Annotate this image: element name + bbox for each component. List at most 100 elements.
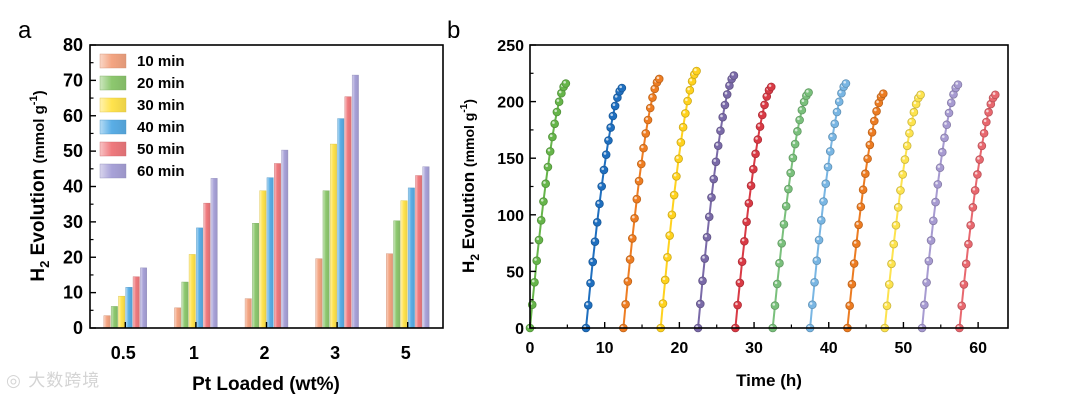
cycle-point-highlight xyxy=(669,212,673,215)
cycle-point-highlight xyxy=(968,222,971,226)
cycle-point-highlight xyxy=(702,256,705,259)
cycle-9-point xyxy=(863,154,872,164)
bar-30min-2 xyxy=(259,190,267,329)
cycle-8-line xyxy=(809,82,847,329)
cycle-point-highlight xyxy=(843,80,847,84)
cycle-point-highlight xyxy=(862,171,866,174)
cycle-point-highlight xyxy=(697,301,701,305)
cycle-4-point xyxy=(672,172,681,181)
cycle-9-point xyxy=(852,239,861,249)
cycle-point-highlight xyxy=(874,108,877,112)
cycle-1-point xyxy=(539,197,548,206)
cycle-5-point xyxy=(698,276,707,286)
cycle-7-point xyxy=(797,105,807,115)
cycle-10-point xyxy=(905,128,914,138)
cycle-point-highlight xyxy=(930,218,934,221)
cycle-point-highlight xyxy=(825,164,829,168)
panel-a-x-tick-label: 0.5 xyxy=(111,343,136,363)
bar-10min-2 xyxy=(244,298,252,329)
cycle-11-point xyxy=(946,98,956,108)
cycle-11-point xyxy=(953,80,963,89)
cycle-point-highlight xyxy=(792,141,796,145)
cycle-point-highlight xyxy=(643,130,646,134)
bar-60min-0.5 xyxy=(140,267,147,329)
cycle-point-highlight xyxy=(673,173,677,177)
panel-a-x-axis-title: Pt Loaded (wt%) xyxy=(192,374,340,395)
cycle-6-point xyxy=(753,135,763,144)
cycle-1-point xyxy=(541,179,550,189)
cycle-point-highlight xyxy=(933,199,936,203)
legend-label: 60 min xyxy=(137,163,185,180)
cycle-5-point xyxy=(707,193,716,202)
cycle-9-point xyxy=(845,301,854,310)
cycle-8-point xyxy=(816,215,826,225)
cycle-point-highlight xyxy=(682,110,686,114)
cycle-point-highlight xyxy=(590,259,593,263)
bar-20min-5 xyxy=(393,220,401,329)
cycle-1-point xyxy=(534,235,544,245)
cycle-point-highlight xyxy=(645,117,649,121)
cycle-point-highlight xyxy=(838,90,842,94)
panel-b-y-tick-label: 150 xyxy=(497,151,524,168)
cycle-9-point xyxy=(858,185,868,195)
cycle-11-point xyxy=(929,216,938,226)
panel-a-y-tick-label: 70 xyxy=(63,70,83,90)
cycle-point-highlight xyxy=(762,102,765,105)
cycle-8-point xyxy=(828,132,837,142)
cycle-2-point xyxy=(599,165,609,175)
cycle-point-highlight xyxy=(536,237,540,241)
cycle-point-highlight xyxy=(772,303,776,306)
cycle-8-point xyxy=(812,256,822,266)
panel-a-y-tick-label: 10 xyxy=(63,283,83,303)
panel-b-x-tick-label: 0 xyxy=(526,340,535,357)
cycle-8-point xyxy=(825,147,835,156)
cycle-1-point xyxy=(548,132,557,142)
cycle-point-highlight xyxy=(638,161,642,165)
cycle-point-highlight xyxy=(959,303,962,306)
cycle-point-highlight xyxy=(678,139,681,143)
cycle-point-highlight xyxy=(924,279,927,283)
legend-swatch xyxy=(99,141,127,157)
cycle-8-point xyxy=(814,235,824,245)
legend-label: 40 min xyxy=(137,119,185,136)
cycle-point-highlight xyxy=(977,157,980,160)
bar-60min-3 xyxy=(351,74,359,329)
cycle-point-highlight xyxy=(746,200,749,204)
cycle-5-point xyxy=(713,141,723,150)
cycle-point-highlight xyxy=(706,214,710,217)
cycle-1-point xyxy=(536,215,546,225)
cycle-3-point xyxy=(632,194,642,204)
cycle-point-highlight xyxy=(911,109,914,113)
cycle-3-point xyxy=(636,159,646,169)
cycle-10-point xyxy=(889,239,899,249)
cycle-point-highlight xyxy=(972,187,976,191)
cycle-7-point xyxy=(772,279,782,289)
cycle-point-highlight xyxy=(632,215,635,219)
cycle-point-highlight xyxy=(601,167,605,171)
cycle-12-point xyxy=(959,280,969,289)
cycle-point-highlight xyxy=(909,119,912,123)
cycle-point-highlight xyxy=(594,219,598,223)
cycle-2-point xyxy=(595,199,604,209)
panel-b-x-tick-label: 20 xyxy=(670,340,688,357)
cycle-point-highlight xyxy=(928,237,932,241)
cycle-point-highlight xyxy=(814,258,817,261)
cycle-7-point xyxy=(779,219,789,229)
cycle-6-point xyxy=(751,149,760,159)
cycle-2-point xyxy=(583,300,593,310)
cycle-point-highlight xyxy=(888,261,892,264)
cycle-point-highlight xyxy=(790,155,793,159)
cycle-7-point xyxy=(781,201,791,211)
cycle-5-point xyxy=(720,100,730,110)
cycle-point-highlight xyxy=(625,278,628,282)
panel-b-x-tick-label: 40 xyxy=(820,340,838,357)
cycle-7-point xyxy=(784,184,793,194)
cycle-6-point xyxy=(744,198,754,208)
cycle-point-highlight xyxy=(715,143,719,146)
cycle-point-highlight xyxy=(955,82,959,85)
legend-swatch xyxy=(99,163,127,179)
cycle-point-highlight xyxy=(918,92,921,95)
cycle-6-point xyxy=(733,300,742,310)
cycle-8-point xyxy=(808,300,817,310)
cycle-point-highlight xyxy=(671,192,675,196)
